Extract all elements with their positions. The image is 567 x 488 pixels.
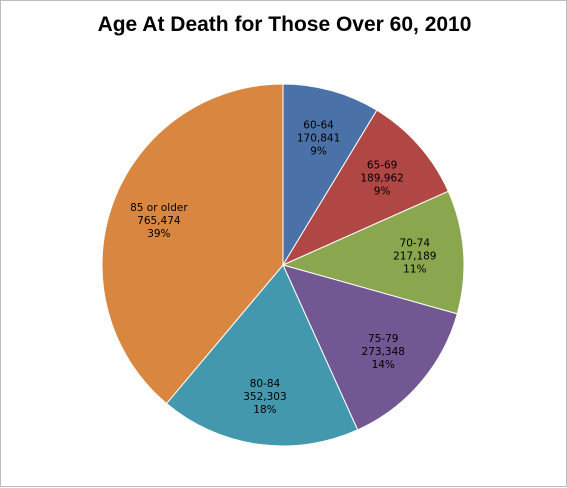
data-label-value: 217,189	[393, 250, 436, 262]
data-label-category: 60-64	[303, 120, 334, 132]
data-label-category: 75-79	[368, 333, 399, 345]
pie-slice-70-74	[281, 190, 465, 315]
data-label-value: 352,303	[243, 391, 286, 403]
pie-slice-60-64	[282, 83, 378, 267]
data-label-category: 80-84	[250, 378, 281, 390]
data-label-percent: 9%	[310, 146, 327, 158]
data-label-value: 189,962	[360, 173, 403, 185]
data-label-category: 65-69	[367, 160, 398, 172]
data-label-category: 70-74	[400, 237, 431, 249]
data-label-percent: 11%	[403, 263, 426, 275]
chart-title: Age At Death for Those Over 60, 2010	[97, 13, 472, 36]
data-label-percent: 18%	[253, 404, 276, 416]
pie-slice-75-79	[282, 264, 458, 431]
pie-slice-85-or-older	[101, 83, 284, 405]
data-label-value: 170,841	[297, 133, 340, 145]
pie-slice-80-84	[165, 264, 359, 447]
data-label-category: 85 or older	[130, 202, 188, 214]
data-label-percent: 14%	[372, 359, 395, 371]
data-label-value: 765,474	[137, 215, 181, 227]
data-label-percent: 9%	[374, 186, 391, 198]
pie-slice-65-69	[281, 109, 449, 267]
data-label-value: 273,348	[362, 346, 405, 358]
data-label-percent: 39%	[147, 228, 170, 240]
